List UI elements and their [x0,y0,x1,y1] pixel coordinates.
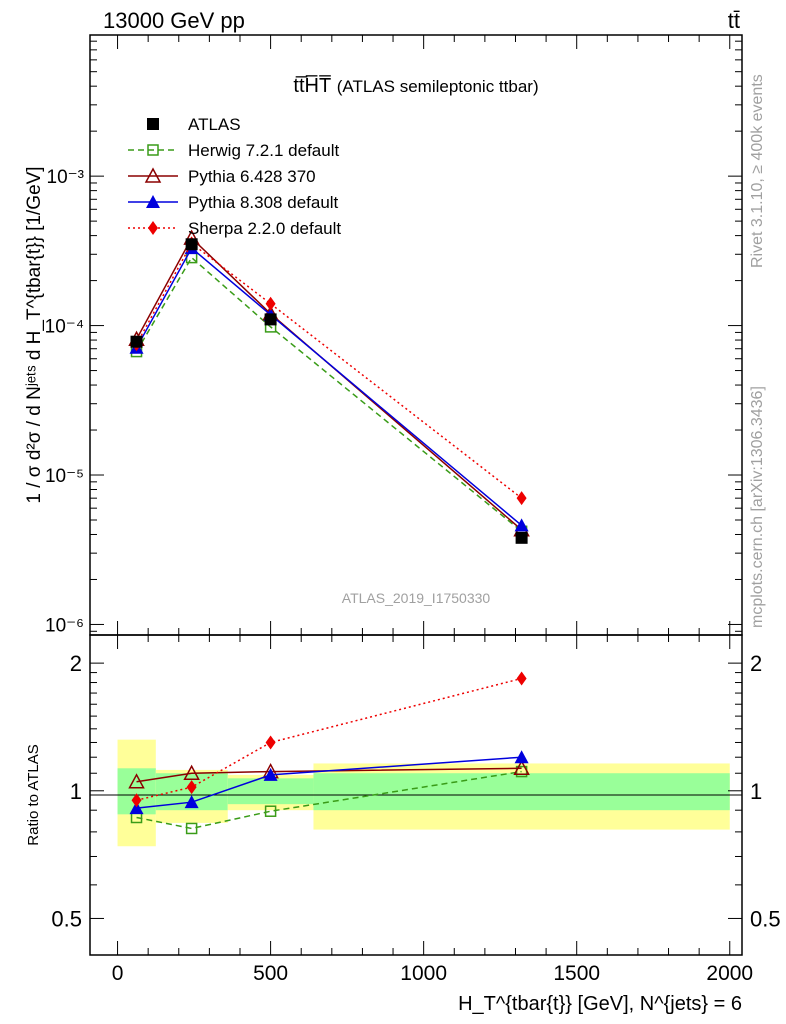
ratio-line [136,767,522,783]
mcplots-label: mcplots.cern.ch [arXiv:1306.3436] [749,386,766,628]
ratio-band-green [313,773,730,811]
ratio-line [136,756,522,809]
main-y-tick-label: 10⁻⁶ [45,615,84,636]
legend-marker [144,167,162,183]
data-point [515,531,528,544]
main-y-tick-label: 10⁻³ [47,167,85,188]
plot-title-sub: (ATLAS semileptonic ttbar) [337,77,539,96]
data-point [516,491,527,506]
main-series [128,229,530,544]
ratio-point [183,764,200,780]
ratio-frame [89,634,743,956]
x-tick-label: 0 [112,962,124,985]
series-line [135,242,523,499]
ratio-point [185,822,198,835]
rivet-label: Rivet 3.1.10, ≥ 400k events [749,74,766,268]
legend-label: Pythia 8.308 default [188,193,339,212]
legend-label: Herwig 7.2.1 default [188,141,339,160]
ratio-y-tick-label: 1 [70,779,82,804]
legend-label: Sherpa 2.2.0 default [188,219,341,238]
legend-marker [146,195,160,208]
x-axis-label: H_T^{tbar{t}} [GeV], N^{jets} = 6 [458,993,742,1015]
ratio-panel: 2 2 1 1 0.5 0.5 0 500 1000 1500 2000 [51,35,781,985]
ratio-y-tick-label-right: 1 [750,779,762,804]
process-label: tt̄ [728,8,740,33]
data-point [185,238,198,251]
x-ticks: 0 500 1000 1500 2000 [112,35,753,985]
legend-marker [148,221,158,235]
x-tick-label: 1500 [553,962,600,985]
main-panel: 10⁻³ 10⁻⁴ 10⁻⁵ 10⁻⁶ tt̅H̅T̅ (ATLAS semilept… [45,34,743,636]
legend-marker [147,144,159,156]
data-point [265,296,276,311]
analysis-id: ATLAS_2019_I1750330 [342,590,491,606]
ratio-line [136,770,522,830]
ratio-y-tick-label-right: 2 [750,651,762,676]
x-tick-label: 2000 [706,962,753,985]
y-axis-label-ratio: Ratio to ATLAS [25,744,42,845]
plot-title-main: tt̅H̅T̅ [293,74,331,97]
data-point [514,518,529,532]
ratio-point [264,805,277,817]
ratio-line [136,677,522,801]
ratio-band-green [227,778,314,805]
plot-title: tt̅H̅T̅ (ATLAS semileptonic ttbar) [293,74,538,97]
main-y-tick-label: 10⁻⁵ [45,466,84,487]
ratio-y-tick-label: 2 [70,651,82,676]
main-y-tick-label: 10⁻⁴ [45,317,84,338]
legend-label: ATLAS [188,115,241,134]
x-tick-label: 1000 [400,962,447,985]
series-line [135,246,523,526]
ratio-point [129,801,144,815]
legend-marker [147,118,159,130]
ratio-point [131,793,142,808]
ratio-point [516,671,527,686]
data-point [130,335,143,348]
ratio-bands [117,739,730,847]
ratio-series [128,671,530,835]
legend: ATLAS Herwig 7.2.1 default Pythia 6.428 37… [128,115,341,238]
series-line [135,236,523,531]
energy-label: 13000 GeV pp [103,8,245,33]
x-tick-label: 500 [253,962,288,985]
ratio-point [128,773,145,789]
ratio-point [265,735,276,750]
ratio-point [263,767,278,781]
legend-label: Pythia 6.428 370 [188,167,316,186]
ratio-y-tick-label-right: 0.5 [750,906,781,931]
y-axis-label-main: 1 / σ d²σ / d Nʲᵉᵗˢ d H_T^{tbar{t}} [1/G… [24,166,45,503]
ratio-ticks: 2 2 1 1 0.5 0.5 [51,651,780,931]
ratio-point [514,750,529,764]
series-line [135,256,523,532]
ratio-point [184,795,199,809]
main-ticks: 10⁻³ 10⁻⁴ 10⁻⁵ 10⁻⁶ [45,40,742,636]
ratio-y-tick-label: 0.5 [51,906,82,931]
data-point [264,313,277,326]
ratio-point [513,759,530,776]
ratio-point [186,780,197,795]
